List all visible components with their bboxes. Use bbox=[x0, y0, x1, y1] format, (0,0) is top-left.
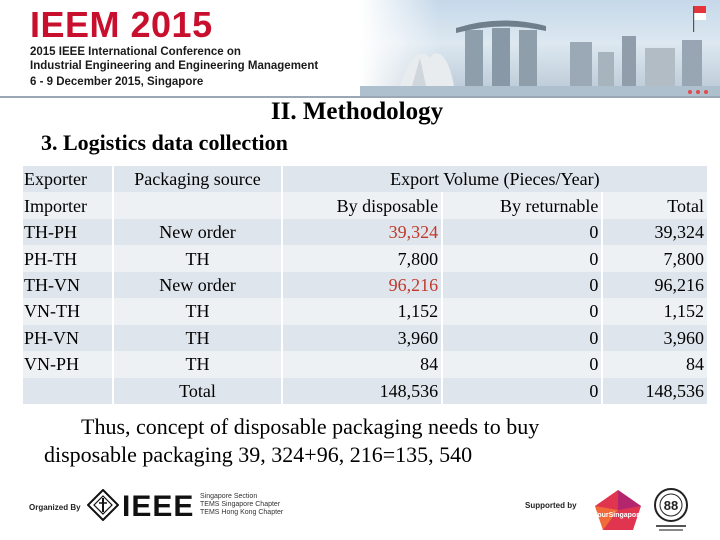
returnable-cell: 0 bbox=[589, 274, 599, 295]
skyline-illustration bbox=[360, 6, 720, 96]
conference-subtitle-line1: 2015 IEEE International Conference on bbox=[30, 46, 241, 58]
seal-text: 88 bbox=[664, 498, 678, 513]
logistics-data-table: Exporter Packaging source Export Volume … bbox=[21, 166, 709, 404]
conference-banner: IEEM 2015 2015 IEEE International Confer… bbox=[0, 0, 720, 100]
route-cell: TH-PH bbox=[24, 222, 77, 243]
returnable-cell: 0 bbox=[589, 327, 599, 348]
conclusion-line1: Thus, concept of disposable packaging ne… bbox=[81, 414, 540, 439]
conference-date-line: 6 - 9 December 2015, Singapore bbox=[30, 76, 204, 88]
table-row: TH-VN New order 96,216 0 96,216 bbox=[23, 271, 707, 299]
ieee-wordmark: IEEE bbox=[122, 490, 195, 523]
table-row: VN-PH TH 84 0 84 bbox=[23, 351, 707, 378]
circular-seal-icon: 88 bbox=[654, 488, 688, 531]
total-cell: 39,324 bbox=[654, 222, 705, 243]
table-header-row: Exporter Packaging source Export Volume … bbox=[23, 166, 707, 193]
returnable-cell: 0 bbox=[589, 354, 599, 375]
grand-total: 148,536 bbox=[645, 380, 705, 401]
section-title: II. Methodology bbox=[270, 98, 444, 125]
conclusion-text: Thus, concept of disposable packaging ne… bbox=[44, 413, 704, 469]
chapter-line1: Singapore Section bbox=[200, 493, 258, 500]
table-total-row: Total 148,536 0 148,536 bbox=[23, 377, 707, 405]
header-packaging-source: Packaging source bbox=[114, 166, 281, 193]
table-row: PH-TH TH 7,800 0 7,800 bbox=[23, 245, 707, 272]
source-cell: New order bbox=[159, 222, 236, 243]
disposable-cell: 84 bbox=[420, 354, 439, 375]
chapter-line3: TEMS Hong Kong Chapter bbox=[200, 509, 284, 516]
route-cell: PH-TH bbox=[24, 248, 77, 269]
header-export-volume: Export Volume (Pieces/Year) bbox=[282, 166, 707, 193]
table-row: TH-PH New order 39,324 0 39,324 bbox=[23, 218, 707, 246]
disposable-cell: 3,960 bbox=[397, 327, 439, 348]
chapter-list: Singapore Section TEMS Singapore Chapter… bbox=[200, 493, 283, 517]
banner-divider bbox=[0, 96, 720, 98]
conclusion-line2: disposable packaging 39, 324+96, 216=135… bbox=[44, 442, 473, 467]
chapter-line2: TEMS Singapore Chapter bbox=[200, 501, 281, 508]
route-cell-empty bbox=[23, 378, 112, 405]
conference-subtitle-line2: Industrial Engineering and Engineering M… bbox=[30, 60, 319, 72]
conference-title: IEEM 2015 bbox=[30, 4, 213, 45]
returnable-cell: 0 bbox=[589, 222, 599, 243]
disposable-cell: 7,800 bbox=[397, 248, 439, 269]
table-subheader-row: Importer By disposable By returnable Tot… bbox=[23, 192, 707, 219]
header-exporter: Exporter bbox=[23, 166, 113, 193]
source-cell: TH bbox=[185, 354, 210, 375]
supported-by-label: Supported by bbox=[525, 501, 577, 510]
disposable-total: 148,536 bbox=[379, 380, 439, 401]
disposable-cell: 39,324 bbox=[388, 222, 439, 243]
total-cell: 1,152 bbox=[663, 301, 705, 322]
header-by-returnable: By returnable bbox=[443, 192, 602, 219]
route-cell: PH-VN bbox=[24, 327, 80, 348]
subsection-title: 3. Logistics data collection bbox=[41, 130, 288, 155]
total-cell: 84 bbox=[686, 354, 704, 375]
returnable-cell: 0 bbox=[589, 301, 599, 322]
header-blank bbox=[114, 192, 281, 219]
route-cell: VN-TH bbox=[24, 301, 80, 322]
route-cell: VN-PH bbox=[24, 354, 80, 375]
route-cell: TH-VN bbox=[24, 274, 80, 295]
your-singapore-logo-icon: YourSingapore bbox=[593, 490, 643, 530]
source-cell: TH bbox=[185, 248, 210, 269]
total-cell: 3,960 bbox=[663, 327, 705, 348]
total-cell: 7,800 bbox=[663, 248, 705, 269]
organized-by-label: Organized By bbox=[29, 503, 81, 512]
total-cell: 96,216 bbox=[654, 274, 705, 295]
header-by-disposable: By disposable bbox=[282, 192, 442, 219]
returnable-total: 0 bbox=[589, 380, 599, 401]
disposable-cell: 1,152 bbox=[397, 301, 439, 322]
sponsor-footer: Organized By IEEE Singapore Section TEMS… bbox=[0, 484, 720, 540]
ieee-diamond-icon bbox=[87, 489, 119, 521]
singapore-skyline-image bbox=[360, 0, 720, 96]
table-row: VN-TH TH 1,152 0 1,152 bbox=[23, 298, 707, 325]
disposable-cell: 96,216 bbox=[388, 274, 439, 295]
returnable-cell: 0 bbox=[589, 248, 599, 269]
header-importer: Importer bbox=[23, 192, 113, 219]
total-label: Total bbox=[179, 380, 216, 401]
sponsor-logo-text: YourSingapore bbox=[593, 512, 643, 519]
source-cell: TH bbox=[185, 327, 210, 348]
source-cell: New order bbox=[159, 274, 236, 295]
header-total: Total bbox=[603, 192, 707, 219]
table-row: PH-VN TH 3,960 0 3,960 bbox=[23, 324, 707, 352]
source-cell: TH bbox=[185, 301, 210, 322]
